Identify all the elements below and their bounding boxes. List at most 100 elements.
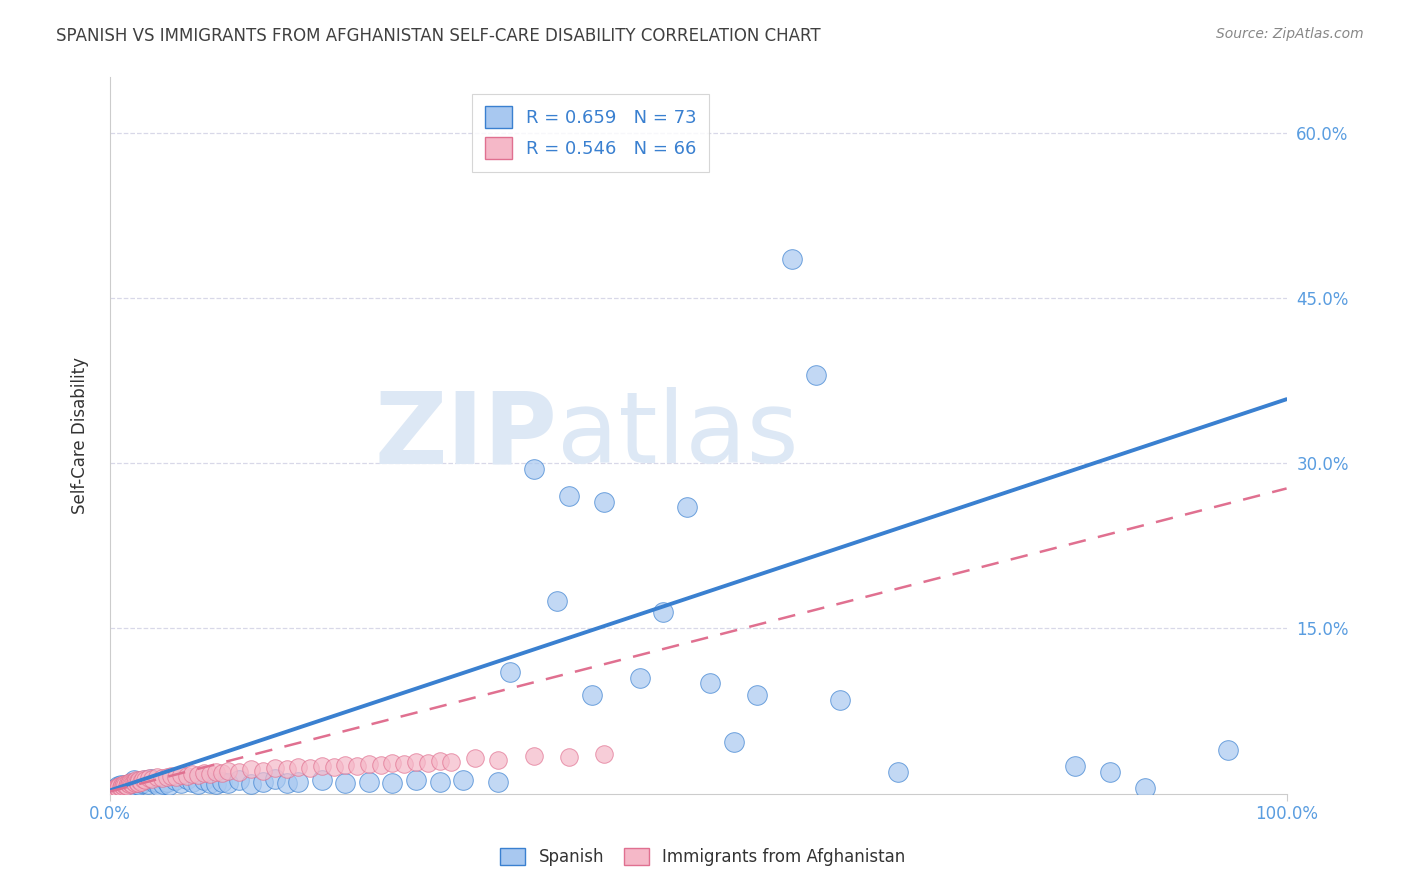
Point <box>263 772 285 787</box>
Point <box>114 778 136 792</box>
Point <box>120 775 142 789</box>
Point <box>357 774 380 789</box>
Point <box>127 774 149 789</box>
Point <box>131 775 153 789</box>
Point <box>114 778 136 792</box>
Point <box>405 755 427 769</box>
Point <box>110 778 132 792</box>
Point <box>148 779 170 793</box>
Point <box>115 779 138 793</box>
Point <box>546 594 568 608</box>
Point <box>187 768 209 782</box>
Text: atlas: atlas <box>557 387 799 484</box>
Point <box>311 773 333 788</box>
Point <box>176 772 198 787</box>
Point <box>581 688 603 702</box>
Point <box>205 777 228 791</box>
Point <box>217 775 239 789</box>
Point <box>117 775 139 789</box>
Point <box>558 489 581 503</box>
Point <box>828 693 851 707</box>
Point <box>169 775 191 789</box>
Point <box>451 773 474 788</box>
Point <box>157 778 180 792</box>
Point <box>205 764 228 779</box>
Point <box>169 768 191 782</box>
Point <box>117 779 139 793</box>
Point <box>311 759 333 773</box>
Point <box>357 756 380 771</box>
Point <box>127 774 149 789</box>
Point <box>499 665 522 680</box>
Point <box>124 779 146 793</box>
Point <box>141 772 163 787</box>
Point <box>120 780 142 794</box>
Point <box>1135 781 1157 796</box>
Point <box>134 773 156 788</box>
Point <box>181 774 204 789</box>
Point <box>440 755 463 769</box>
Point <box>181 767 204 781</box>
Point <box>392 756 415 771</box>
Legend: Spanish, Immigrants from Afghanistan: Spanish, Immigrants from Afghanistan <box>492 840 914 875</box>
Point <box>115 781 138 796</box>
Point <box>122 773 145 788</box>
Point <box>163 773 186 788</box>
Point <box>252 774 274 789</box>
Text: SPANISH VS IMMIGRANTS FROM AFGHANISTAN SELF-CARE DISABILITY CORRELATION CHART: SPANISH VS IMMIGRANTS FROM AFGHANISTAN S… <box>56 27 821 45</box>
Point <box>782 252 804 267</box>
Point <box>747 688 769 702</box>
Point <box>322 760 344 774</box>
Point <box>628 671 651 685</box>
Point <box>128 773 150 788</box>
Point <box>146 774 169 789</box>
Point <box>132 772 155 787</box>
Point <box>111 779 134 793</box>
Point <box>263 761 285 775</box>
Point <box>136 777 159 791</box>
Point <box>193 765 215 780</box>
Point <box>381 775 404 789</box>
Point <box>143 775 166 789</box>
Point <box>652 605 675 619</box>
Point <box>1063 759 1085 773</box>
Point <box>193 773 215 788</box>
Point <box>429 774 451 789</box>
Point <box>121 781 143 796</box>
Point <box>104 781 127 796</box>
Point <box>111 778 134 792</box>
Point <box>370 758 392 772</box>
Point <box>211 765 233 780</box>
Point <box>108 779 131 793</box>
Point <box>108 781 131 796</box>
Legend: R = 0.659   N = 73, R = 0.546   N = 66: R = 0.659 N = 73, R = 0.546 N = 66 <box>472 94 710 172</box>
Point <box>486 752 509 766</box>
Point <box>217 764 239 778</box>
Point <box>121 777 143 791</box>
Point <box>176 769 198 783</box>
Point <box>723 735 745 749</box>
Point <box>1099 764 1122 779</box>
Point <box>804 368 827 382</box>
Point <box>107 779 129 793</box>
Point <box>124 775 146 789</box>
Point <box>486 774 509 789</box>
Point <box>155 774 177 789</box>
Point <box>125 773 148 788</box>
Text: ZIP: ZIP <box>374 387 557 484</box>
Point <box>118 777 141 791</box>
Point <box>127 775 149 789</box>
Point <box>558 750 581 764</box>
Point <box>699 676 721 690</box>
Point <box>276 775 298 789</box>
Point <box>299 761 322 775</box>
Point <box>160 769 183 783</box>
Point <box>165 770 187 784</box>
Point <box>111 782 134 797</box>
Point <box>104 781 127 796</box>
Point <box>198 767 221 781</box>
Point <box>150 771 173 785</box>
Point <box>228 764 250 779</box>
Text: Source: ZipAtlas.com: Source: ZipAtlas.com <box>1216 27 1364 41</box>
Point <box>381 756 404 770</box>
